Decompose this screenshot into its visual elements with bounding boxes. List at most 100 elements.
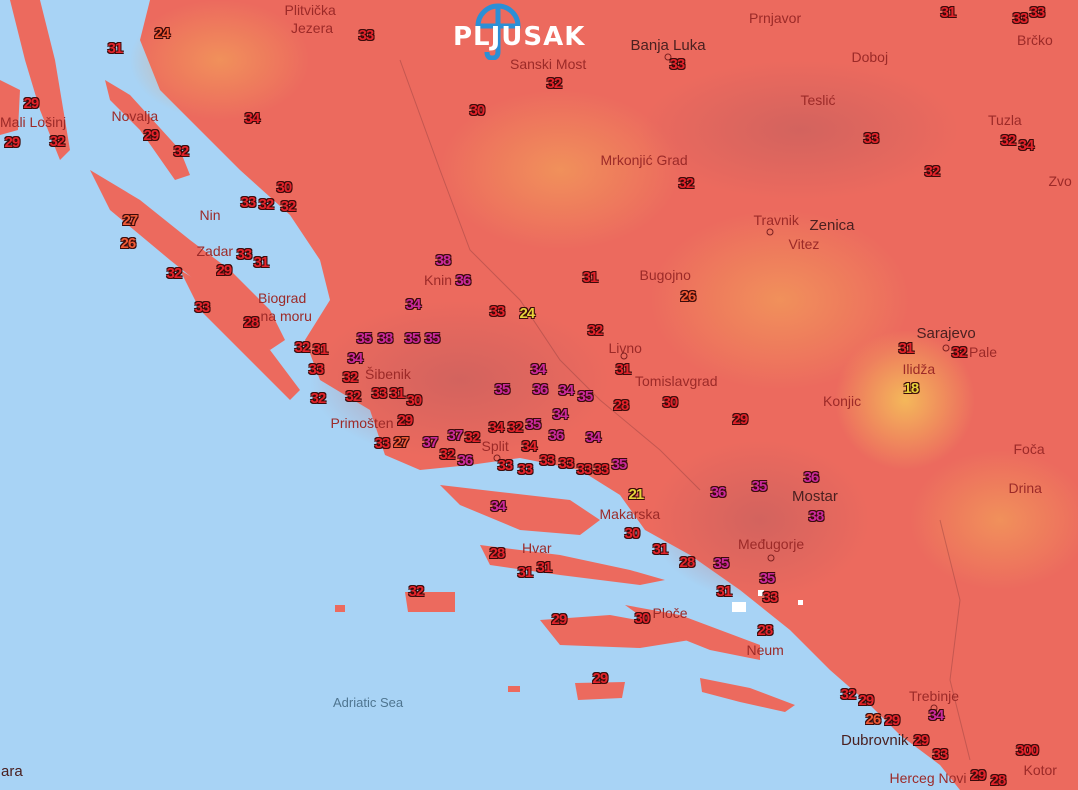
temperature-marker[interactable]: 35 <box>577 387 594 405</box>
temperature-marker[interactable]: 32 <box>439 445 456 463</box>
temperature-marker[interactable]: 36 <box>457 451 474 469</box>
temperature-marker[interactable]: 31 <box>582 268 599 286</box>
temperature-marker[interactable]: 29 <box>4 133 21 151</box>
temperature-marker[interactable]: 31 <box>652 540 669 558</box>
temperature-marker[interactable]: 31 <box>389 384 406 402</box>
temperature-marker[interactable]: 28 <box>243 313 260 331</box>
temperature-marker[interactable]: 32 <box>1000 131 1017 149</box>
temperature-marker[interactable]: 30 <box>406 391 423 409</box>
temperature-marker[interactable]: 29 <box>216 261 233 279</box>
temperature-marker[interactable]: 29 <box>592 669 609 687</box>
temperature-marker[interactable]: 31 <box>940 3 957 21</box>
temperature-marker[interactable]: 18 <box>903 379 920 397</box>
temperature-marker[interactable]: 27 <box>122 211 139 229</box>
temperature-marker[interactable]: 38 <box>808 507 825 525</box>
temperature-marker[interactable]: 38 <box>377 329 394 347</box>
temperature-marker[interactable]: 32 <box>294 338 311 356</box>
temperature-marker[interactable]: 38 <box>435 251 452 269</box>
temperature-marker[interactable]: 33 <box>762 588 779 606</box>
temperature-marker[interactable]: 24 <box>519 304 536 322</box>
temperature-marker[interactable]: 31 <box>898 339 915 357</box>
temperature-marker[interactable]: 28 <box>489 544 506 562</box>
temperature-marker[interactable]: 32 <box>49 132 66 150</box>
temperature-marker[interactable]: 33 <box>863 129 880 147</box>
temperature-marker[interactable]: 32 <box>408 582 425 600</box>
temperature-marker[interactable]: 35 <box>525 415 542 433</box>
temperature-marker[interactable]: 29 <box>143 126 160 144</box>
temperature-marker[interactable]: 31 <box>517 563 534 581</box>
temperature-marker[interactable]: 32 <box>280 197 297 215</box>
temperature-marker[interactable]: 24 <box>154 24 171 42</box>
temperature-marker[interactable]: 35 <box>424 329 441 347</box>
temperature-marker[interactable]: 32 <box>546 74 563 92</box>
temperature-marker[interactable]: 30 <box>276 178 293 196</box>
temperature-marker[interactable]: 34 <box>347 349 364 367</box>
temperature-marker[interactable]: 32 <box>951 343 968 361</box>
temperature-marker[interactable]: 37 <box>422 433 439 451</box>
temperature-marker[interactable]: 32 <box>678 174 695 192</box>
temperature-marker[interactable]: 33 <box>932 745 949 763</box>
temperature-marker[interactable]: 36 <box>710 483 727 501</box>
temperature-marker[interactable]: 34 <box>585 428 602 446</box>
temperature-marker[interactable]: 31 <box>716 582 733 600</box>
temperature-marker[interactable]: 27 <box>393 433 410 451</box>
temperature-marker[interactable]: 36 <box>548 426 565 444</box>
temperature-marker[interactable]: 32 <box>258 195 275 213</box>
temperature-marker[interactable]: 32 <box>840 685 857 703</box>
temperature-marker[interactable]: 34 <box>1018 136 1035 154</box>
temperature-marker[interactable]: 32 <box>310 389 327 407</box>
temperature-marker[interactable]: 35 <box>751 477 768 495</box>
temperature-marker[interactable]: 34 <box>244 109 261 127</box>
temperature-marker[interactable]: 21 <box>628 485 645 503</box>
temperature-marker[interactable]: 35 <box>356 329 373 347</box>
temperature-marker[interactable]: 29 <box>858 691 875 709</box>
temperature-marker[interactable]: 31 <box>312 340 329 358</box>
temperature-marker[interactable]: 33 <box>576 460 593 478</box>
temperature-marker[interactable]: 33 <box>240 193 257 211</box>
temperature-marker[interactable]: 32 <box>924 162 941 180</box>
temperature-marker[interactable]: 300 <box>1016 741 1039 759</box>
temperature-marker[interactable]: 33 <box>236 245 253 263</box>
temperature-marker[interactable]: 30 <box>469 101 486 119</box>
temperature-marker[interactable]: 32 <box>166 264 183 282</box>
temperature-marker[interactable]: 37 <box>447 426 464 444</box>
temperature-marker[interactable]: 31 <box>536 558 553 576</box>
temperature-marker[interactable]: 32 <box>345 387 362 405</box>
temperature-marker[interactable]: 34 <box>558 381 575 399</box>
temperature-marker[interactable]: 33 <box>1012 9 1029 27</box>
temperature-marker[interactable]: 36 <box>803 468 820 486</box>
temperature-marker[interactable]: 29 <box>970 766 987 784</box>
temperature-marker[interactable]: 33 <box>593 460 610 478</box>
temperature-marker[interactable]: 29 <box>913 731 930 749</box>
temperature-marker[interactable]: 29 <box>732 410 749 428</box>
temperature-marker[interactable]: 26 <box>680 287 697 305</box>
temperature-marker[interactable]: 33 <box>194 298 211 316</box>
temperature-marker[interactable]: 34 <box>490 497 507 515</box>
temperature-marker[interactable]: 29 <box>397 411 414 429</box>
temperature-marker[interactable]: 35 <box>404 329 421 347</box>
temperature-marker[interactable]: 26 <box>120 234 137 252</box>
temperature-marker[interactable]: 35 <box>759 569 776 587</box>
temperature-marker[interactable]: 34 <box>405 295 422 313</box>
temperature-marker[interactable]: 33 <box>374 434 391 452</box>
temperature-marker[interactable]: 34 <box>530 360 547 378</box>
temperature-marker[interactable]: 28 <box>679 553 696 571</box>
temperature-marker[interactable]: 33 <box>308 360 325 378</box>
temperature-marker[interactable]: 30 <box>624 524 641 542</box>
temperature-marker[interactable]: 28 <box>757 621 774 639</box>
temperature-marker[interactable]: 33 <box>539 451 556 469</box>
temperature-marker[interactable]: 33 <box>489 302 506 320</box>
temperature-marker[interactable]: 26 <box>865 710 882 728</box>
temperature-marker[interactable]: 35 <box>494 380 511 398</box>
temperature-marker[interactable]: 36 <box>532 380 549 398</box>
temperature-marker[interactable]: 35 <box>611 455 628 473</box>
temperature-marker[interactable]: 30 <box>634 609 651 627</box>
temperature-marker[interactable]: 32 <box>587 321 604 339</box>
temperature-marker[interactable]: 31 <box>253 253 270 271</box>
temperature-marker[interactable]: 34 <box>552 405 569 423</box>
temperature-marker[interactable]: 35 <box>713 554 730 572</box>
temperature-marker[interactable]: 36 <box>455 271 472 289</box>
temperature-marker[interactable]: 31 <box>107 39 124 57</box>
temperature-marker[interactable]: 28 <box>990 771 1007 789</box>
temperature-marker[interactable]: 33 <box>1029 3 1046 21</box>
